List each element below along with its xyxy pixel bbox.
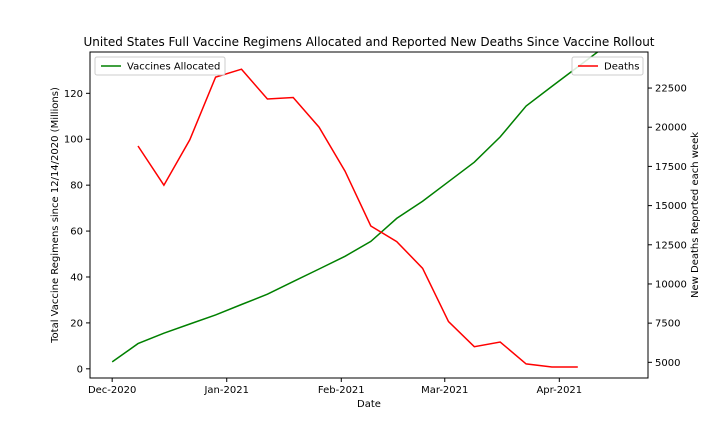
plot-area: Dec-2020 Jan-2021 Feb-2021 Mar-2021 Apr-2021… [64,51,687,396]
y-axis-label-right: New Deaths Reported each week [690,132,701,298]
series-line-deaths [137,68,578,368]
y-left-tick-label: 0 [77,364,83,375]
legend-label: Deaths [604,62,639,73]
y-left-tick-label: 120 [64,89,83,100]
y-axis-label-left: Total Vaccine Regimens since 12/14/2020 … [50,87,61,344]
y-left-tick-label: 60 [70,227,83,238]
x-tick-label: Feb-2021 [318,385,365,396]
series-line-vaccines [111,52,599,363]
y-right-tick-label: 15000 [655,201,687,212]
y-left-tick-label: 20 [70,318,83,329]
y-right-tick-label: 7500 [655,319,680,330]
y-left-tick-label: 80 [70,181,83,192]
axes-frame [89,51,649,379]
x-tick-label: Apr-2021 [536,385,582,396]
y-right-tick-label: 10000 [655,279,687,290]
legend-box [94,56,226,76]
y-right-tick-label: 12500 [655,240,687,251]
y-right-tick-label: 5000 [655,358,680,369]
x-axis-label: Date [357,399,381,410]
x-tick-label: Mar-2021 [421,385,468,396]
x-tick-label: Jan-2021 [203,385,248,396]
legend-deaths: Deaths [571,56,644,76]
legend-label: Vaccines Allocated [127,62,220,73]
y-right-tick-label: 20000 [655,123,687,134]
legend-vaccines: Vaccines Allocated [94,56,226,76]
y-right-tick-label: 22500 [655,84,687,95]
y-left-tick-label: 100 [64,135,83,146]
x-tick-label: Dec-2020 [88,385,136,396]
legend-box [571,56,644,76]
y-right-tick-label: 17500 [655,162,687,173]
y-left-tick-label: 40 [70,272,83,283]
chart-title: United States Full Vaccine Regimens Allo… [83,35,654,49]
